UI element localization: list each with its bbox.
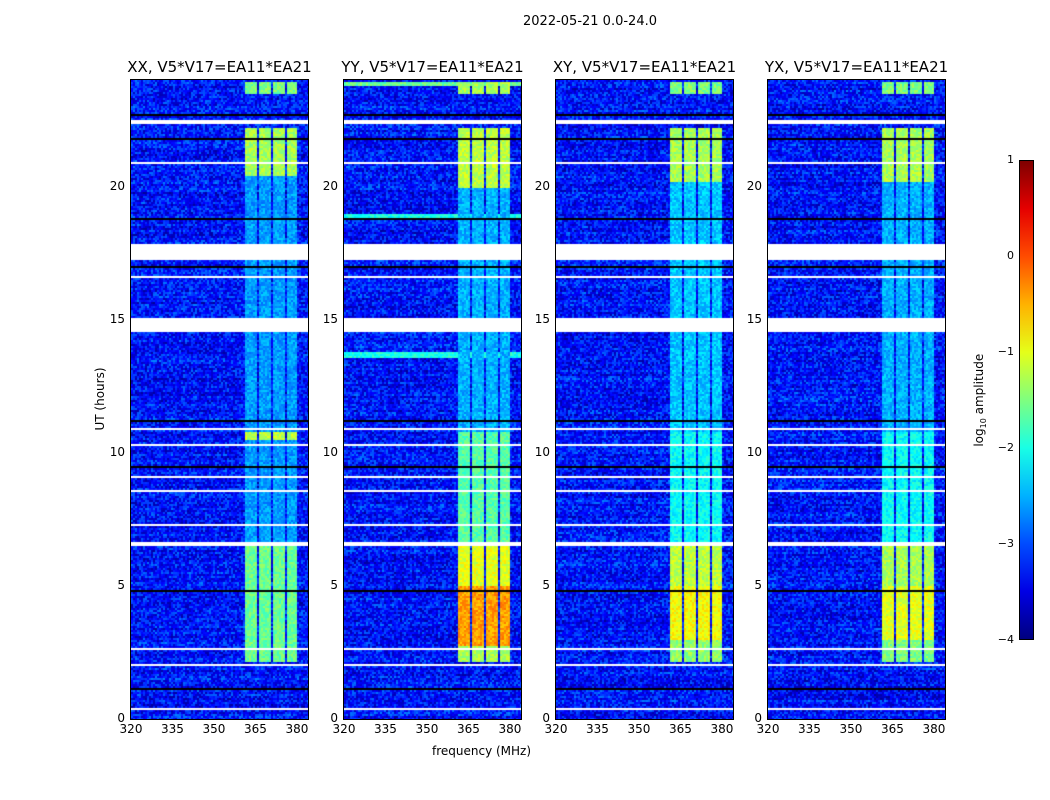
heatmap-xy [556, 80, 733, 719]
panel-title: XY, V5*V17=EA11*EA21 [552, 58, 737, 76]
heatmap-yx [768, 80, 945, 719]
panel-yy: YY, V5*V17=EA11*EA21 320 335 350 365 380 0 5 10… [323, 58, 524, 736]
y-tick-label: 0 [754, 711, 762, 725]
x-axis-label: frequency (MHz) [432, 744, 532, 758]
x-tick-label: 320 [119, 722, 143, 736]
x-tick-label: 365 [669, 722, 692, 736]
y-tick-label: 20 [322, 178, 338, 193]
figure-title: 2022-05-21 0.0-24.0 [523, 14, 657, 29]
y-tick-label: 15 [322, 311, 338, 326]
y-tick-label: 15 [534, 311, 550, 326]
y-axis-label: UT (hours) [93, 367, 107, 431]
x-tick-label: 380 [498, 722, 522, 736]
colorbar-tick-label: −4 [997, 633, 1014, 646]
y-tick-label: 15 [109, 311, 125, 326]
x-tick-label: 320 [544, 722, 568, 736]
colorbar [1019, 160, 1034, 640]
y-tick-label: 10 [109, 444, 125, 459]
colorbar-tick-label: −3 [997, 537, 1014, 550]
colorbar-tick-label: −2 [997, 441, 1014, 454]
heatmap-xx [131, 80, 308, 719]
x-tick-label: 350 [415, 722, 439, 736]
y-tick-label: 20 [109, 178, 125, 193]
x-tick-label: 335 [798, 722, 821, 736]
y-tick-label: 20 [746, 178, 762, 193]
panel-title: YX, V5*V17=EA11*EA21 [764, 58, 949, 76]
x-tick-label: 365 [457, 722, 480, 736]
y-tick-label: 0 [542, 711, 550, 725]
x-tick-label: 380 [285, 722, 309, 736]
x-tick-label: 335 [586, 722, 609, 736]
y-tick-label: 5 [542, 577, 550, 592]
colorbar-tick-label: −1 [997, 345, 1014, 358]
x-tick-label: 350 [627, 722, 651, 736]
y-tick-label: 10 [322, 444, 338, 459]
x-tick-label: 335 [374, 722, 397, 736]
x-tick-label: 365 [244, 722, 267, 736]
colorbar-label: log10 amplitude [971, 353, 989, 447]
colorbar-tick-label: 0 [1007, 249, 1014, 262]
y-tick-label: 0 [117, 711, 125, 725]
x-tick-label: 380 [710, 722, 734, 736]
x-tick-label: 320 [756, 722, 780, 736]
x-tick-label: 350 [839, 722, 863, 736]
y-tick-label: 5 [117, 577, 125, 592]
y-tick-label: 15 [746, 311, 762, 326]
panel-title: XX, V5*V17=EA11*EA21 [127, 58, 312, 76]
x-tick-label: 335 [161, 722, 184, 736]
panel-xx: XX, V5*V17=EA11*EA21 320 335 350 365 380 0 5 10… [110, 58, 312, 736]
y-tick-label: 10 [534, 444, 550, 459]
panel-yx: YX, V5*V17=EA11*EA21 320 335 350 365 380 0 5 10… [747, 58, 948, 736]
y-tick-label: 0 [330, 711, 338, 725]
panel-title: YY, V5*V17=EA11*EA21 [341, 58, 524, 76]
y-tick-label: 10 [746, 444, 762, 459]
x-tick-label: 320 [332, 722, 356, 736]
panel-xy: XY, V5*V17=EA11*EA21 320 335 350 365 380 0 5 10… [535, 58, 736, 736]
y-tick-label: 5 [330, 577, 338, 592]
x-tick-label: 365 [881, 722, 904, 736]
y-tick-label: 20 [534, 178, 550, 193]
y-tick-label: 5 [754, 577, 762, 592]
x-tick-label: 380 [922, 722, 946, 736]
colorbar-tick-label: 1 [1007, 153, 1014, 166]
x-tick-label: 350 [202, 722, 226, 736]
heatmap-yy [344, 80, 521, 719]
